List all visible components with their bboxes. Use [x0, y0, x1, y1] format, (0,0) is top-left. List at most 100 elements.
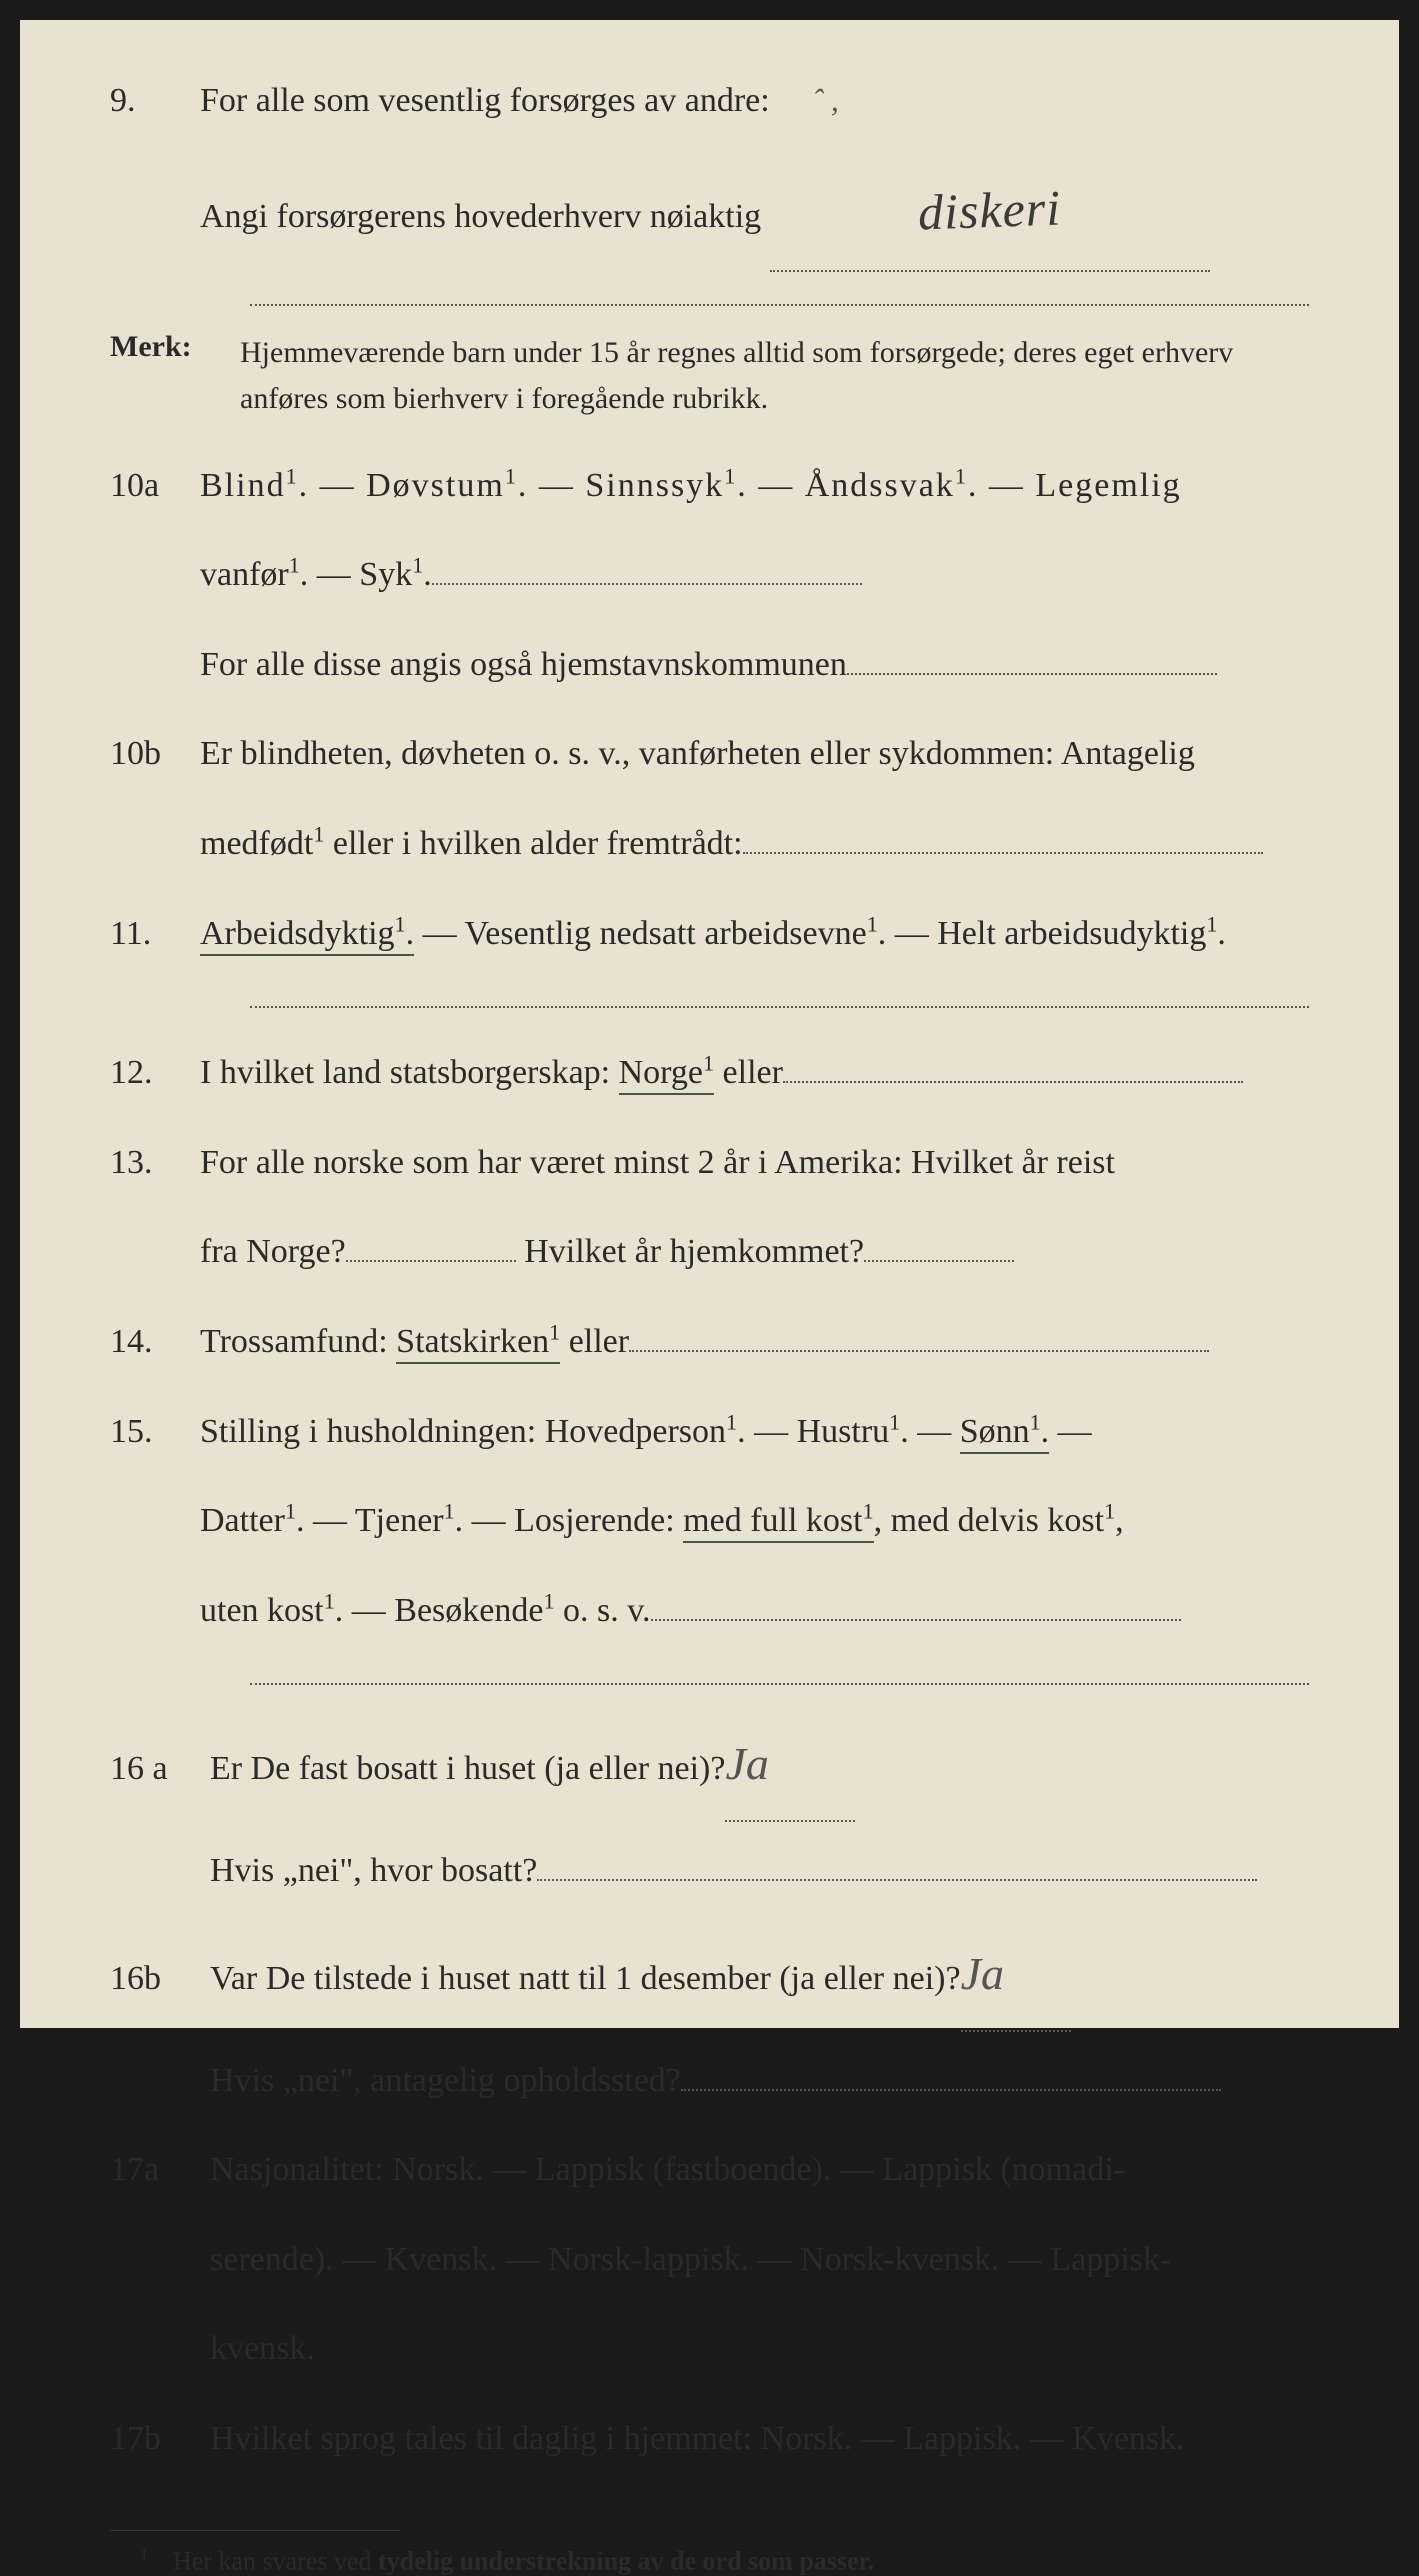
q10b-fill[interactable] — [743, 852, 1263, 854]
q17a-text3: kvensk. — [210, 2308, 1309, 2390]
q15-line1: 15. Stilling i husholdningen: Hovedperso… — [110, 1391, 1309, 1473]
q10a-opts: Blind1. — Døvstum1. — Sinnssyk1. — Åndss… — [200, 445, 1309, 527]
q15-medfull: med full kost1 — [683, 1502, 873, 1543]
q11-number: 11. — [110, 893, 200, 975]
q13-fill2[interactable] — [864, 1260, 1014, 1262]
q12-number: 12. — [110, 1032, 200, 1114]
q10a-line3: For alle disse angis også hjemstavnskomm… — [110, 624, 1309, 706]
q16b-fill2[interactable] — [681, 2089, 1221, 2091]
q12-post: eller — [714, 1054, 783, 1091]
q16a-line2: Hvis „nei", hvor bosatt? — [110, 1830, 1309, 1912]
q14-pre: Trossamfund: — [200, 1323, 396, 1360]
q15-l1post: — — [1049, 1413, 1092, 1450]
q14-number: 14. — [110, 1301, 200, 1383]
q16a-number: 16 a — [110, 1728, 210, 1810]
q9-number: 9. — [110, 60, 200, 142]
q17b: 17b Hvilket sprog tales til daglig i hje… — [110, 2398, 1309, 2480]
q10a-text3-span: For alle disse angis også hjemstavnskomm… — [200, 646, 847, 683]
q10a-fill1[interactable] — [432, 583, 862, 585]
q9-text2-label: Angi forsørgerens hovederhverv nøiaktig — [200, 198, 761, 235]
q13-l2b: Hvilket år hjemkommet? — [516, 1233, 864, 1270]
q15-text1: Stilling i husholdningen: Hovedperson1. … — [200, 1391, 1309, 1473]
q17a-text1: Nasjonalitet: Norsk. — Lappisk (fastboen… — [210, 2129, 1309, 2211]
q9-accent: ˆ , — [812, 62, 839, 139]
q16b-line1: 16b Var De tilstede i huset natt til 1 d… — [110, 1919, 1309, 2031]
q12-fill[interactable] — [783, 1081, 1243, 1083]
q9-fill[interactable]: diskeri — [770, 150, 1210, 272]
q15-number: 15. — [110, 1391, 200, 1473]
q13-text1: For alle norske som har været minst 2 år… — [200, 1122, 1309, 1204]
footnote-mark: 1 — [140, 2545, 148, 2564]
q16b-text2: Hvis „nei", antagelig opholdssted? — [210, 2040, 1309, 2122]
q11-text: Arbeidsdyktig1. — Vesentlig nedsatt arbe… — [200, 893, 1309, 975]
q13-l2a: fra Norge? — [200, 1233, 346, 1270]
q15-fill[interactable] — [651, 1619, 1181, 1621]
q10b-text1: Er blindheten, døvheten o. s. v., vanfør… — [200, 713, 1309, 795]
q15-text3: uten kost1. — Besøkende1 o. s. v. — [200, 1570, 1309, 1652]
footnote: 1 Her kan svares ved tydelig understrekn… — [110, 2545, 1309, 2576]
q16a-fill1[interactable]: Ja — [725, 1709, 855, 1821]
q15-l3: uten kost1. — Besøkende1 o. s. v. — [200, 1592, 651, 1629]
q10a-text2-span: vanfør1. — Syk1. — [200, 556, 432, 593]
merk-label: Merk: — [110, 330, 240, 423]
q16a-line1: 16 a Er De fast bosatt i huset (ja eller… — [110, 1709, 1309, 1821]
q10a-line2: vanfør1. — Syk1. — [110, 534, 1309, 616]
q9-line2: Angi forsørgerens hovederhverv nøiaktig … — [110, 150, 1309, 272]
q14: 14. Trossamfund: Statskirken1 eller — [110, 1301, 1309, 1383]
q16b-l2: Hvis „nei", antagelig opholdssted? — [210, 2062, 681, 2099]
footnote-pre: Her kan svares ved — [173, 2546, 378, 2575]
merk-row: Merk: Hjemmeværende barn under 15 år reg… — [110, 330, 1309, 423]
q16a-text2: Hvis „nei", hvor bosatt? — [210, 1830, 1309, 1912]
q10a-fill2[interactable] — [847, 673, 1217, 675]
q15-line2: Datter1. — Tjener1. — Losjerende: med fu… — [110, 1480, 1309, 1562]
q10b-line1: 10b Er blindheten, døvheten o. s. v., va… — [110, 713, 1309, 795]
census-form-page: 9. For alle som vesentlig forsørges av a… — [20, 20, 1399, 2028]
q10b-number: 10b — [110, 713, 200, 795]
q10a-text2: vanfør1. — Syk1. — [200, 534, 1309, 616]
q12-pre: I hvilket land statsborgerskap: — [200, 1054, 619, 1091]
q15-sonn: Sønn1. — [960, 1413, 1049, 1454]
q11: 11. Arbeidsdyktig1. — Vesentlig nedsatt … — [110, 893, 1309, 975]
q15-line3: uten kost1. — Besøkende1 o. s. v. — [110, 1570, 1309, 1652]
q15-l2post: , med delvis kost1, — [874, 1502, 1124, 1539]
q17b-number: 17b — [110, 2398, 210, 2480]
q10a-line1: 10a Blind1. — Døvstum1. — Sinnssyk1. — Å… — [110, 445, 1309, 527]
q16b-l1: Var De tilstede i huset natt til 1 desem… — [210, 1960, 961, 1997]
q14-text: Trossamfund: Statskirken1 eller — [200, 1301, 1309, 1383]
q17a-line3: kvensk. — [110, 2308, 1309, 2390]
q11-dotted-line — [250, 1006, 1309, 1008]
q9-line1: 9. For alle som vesentlig forsørges av a… — [110, 60, 1309, 142]
q13-fill1[interactable] — [346, 1260, 516, 1262]
q16a-hand: Ja — [725, 1709, 768, 1819]
q15-l1pre: Stilling i husholdningen: Hovedperson1. … — [200, 1413, 960, 1450]
q15-l2pre: Datter1. — Tjener1. — Losjerende: — [200, 1502, 683, 1539]
q9-dotted-line — [250, 304, 1309, 306]
q10b-text2-span: medfødt1 eller i hvilken alder fremtrådt… — [200, 825, 743, 862]
q16b-line2: Hvis „nei", antagelig opholdssted? — [110, 2040, 1309, 2122]
q16a-fill2[interactable] — [537, 1879, 1257, 1881]
q10a-number: 10a — [110, 445, 200, 527]
q14-fill[interactable] — [629, 1350, 1209, 1352]
q9-text1-span: For alle som vesentlig forsørges av andr… — [200, 82, 770, 119]
q16b-fill1[interactable]: Ja — [961, 1919, 1071, 2031]
q15-text2: Datter1. — Tjener1. — Losjerende: med fu… — [200, 1480, 1309, 1562]
footnote-bold: tydelig understrekning av de ord som pas… — [378, 2546, 874, 2575]
q16a-l1: Er De fast bosatt i huset (ja eller nei)… — [210, 1750, 725, 1787]
q14-post: eller — [560, 1323, 629, 1360]
q10b-line2: medfødt1 eller i hvilken alder fremtrådt… — [110, 803, 1309, 885]
q11-rest: — Vesentlig nedsatt arbeidsevne1. — Helt… — [414, 915, 1226, 952]
q13-number: 13. — [110, 1122, 200, 1204]
q11-opt1: Arbeidsdyktig1. — [200, 915, 414, 956]
q16b-number: 16b — [110, 1938, 210, 2020]
q13-line2: fra Norge? Hvilket år hjemkommet? — [110, 1211, 1309, 1293]
q16a-l2: Hvis „nei", hvor bosatt? — [210, 1852, 537, 1889]
q17b-text: Hvilket sprog tales til daglig i hjemmet… — [210, 2398, 1309, 2480]
q15-dotted-line — [250, 1683, 1309, 1685]
q10a-text3: For alle disse angis også hjemstavnskomm… — [200, 624, 1309, 706]
merk-text: Hjemmeværende barn under 15 år regnes al… — [240, 330, 1309, 423]
q9-text2: Angi forsørgerens hovederhverv nøiaktig … — [200, 150, 1309, 272]
footnote-rule — [110, 2530, 400, 2531]
q17a-line2: serende). — Kvensk. — Norsk-lappisk. — N… — [110, 2219, 1309, 2301]
q9-handwritten: diskeri — [916, 147, 1063, 272]
q17a-number: 17a — [110, 2129, 210, 2211]
